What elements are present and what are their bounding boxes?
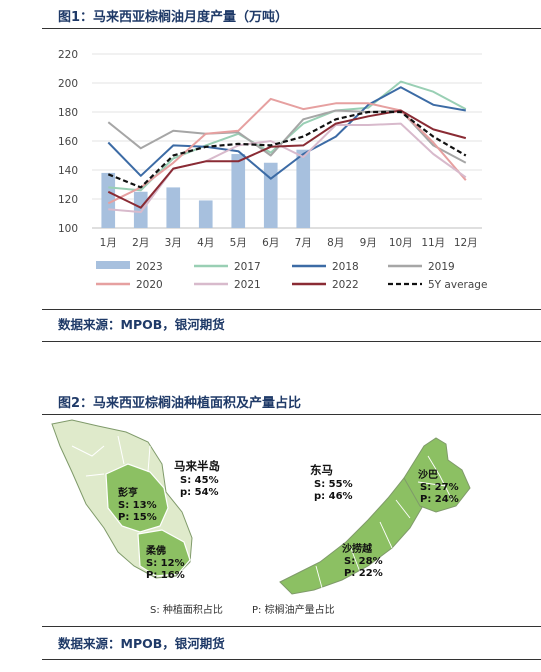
sarawak-division-lines bbox=[315, 499, 411, 589]
legend-label: 2017 bbox=[234, 261, 261, 273]
figure1-source-rule bbox=[42, 309, 541, 310]
figure2-source-rule bbox=[42, 626, 541, 627]
x-tick-label: 11月 bbox=[421, 237, 445, 249]
legend-label: 2018 bbox=[332, 261, 359, 273]
x-tick-label: 12月 bbox=[454, 237, 478, 249]
x-tick-label: 8月 bbox=[327, 237, 344, 249]
label-pahang: 彭亨 bbox=[118, 486, 138, 499]
label-sarawak-s: S: 28% bbox=[344, 556, 383, 567]
y-tick-label: 100 bbox=[58, 223, 78, 235]
bar-3月 bbox=[166, 187, 181, 228]
label-johor-s: S: 12% bbox=[146, 558, 185, 569]
bar-4月 bbox=[198, 200, 213, 228]
pahang-state-shape bbox=[105, 463, 169, 533]
series-line-2018 bbox=[107, 86, 466, 180]
y-tick-label: 140 bbox=[58, 165, 78, 177]
x-axis: 1月 2月 3月 4月 5月 6月 7月 8月 9月 10月 11月 12月 bbox=[100, 237, 478, 249]
legend-swatch-2023 bbox=[96, 261, 130, 269]
bar-series-2023 bbox=[101, 149, 311, 228]
label-peninsular-s: S: 45% bbox=[180, 475, 219, 486]
figure1-top-rule bbox=[42, 28, 541, 29]
figure2-title: 图2：马来西亚棕榈油种植面积及产量占比 bbox=[58, 396, 302, 411]
bar-7月 bbox=[296, 149, 311, 228]
bar-5月 bbox=[231, 154, 246, 228]
map-legend-s: S: 种植面积占比 bbox=[150, 603, 223, 616]
x-tick-label: 5月 bbox=[230, 237, 247, 249]
y-tick-label: 160 bbox=[58, 136, 78, 148]
figure1-source: 数据来源：MPOB，银河期货 bbox=[58, 317, 225, 332]
legend-label: 5Y average bbox=[428, 279, 487, 291]
x-tick-label: 2月 bbox=[132, 237, 149, 249]
label-east-s: S: 55% bbox=[314, 479, 353, 490]
sabah-state-shape bbox=[403, 437, 471, 513]
x-tick-label: 6月 bbox=[262, 237, 279, 249]
label-peninsular-p: p: 54% bbox=[180, 487, 219, 498]
x-tick-label: 10月 bbox=[389, 237, 413, 249]
bar-6月 bbox=[263, 162, 278, 228]
legend-label: 2020 bbox=[136, 279, 163, 291]
figure2-bottom-rule bbox=[42, 659, 541, 660]
x-tick-label: 4月 bbox=[197, 237, 214, 249]
figure2-top-rule bbox=[42, 414, 541, 415]
label-sabah-s: S: 27% bbox=[420, 482, 459, 493]
x-tick-label: 1月 bbox=[100, 237, 117, 249]
johor-state-shape bbox=[137, 529, 191, 577]
series-line-2022 bbox=[107, 109, 467, 209]
production-chart: 100 120 140 160 180 200 220 1月 2月 3月 4月 5月 6月 7月 8月 9月… bbox=[58, 49, 487, 291]
figure1-bottom-rule bbox=[42, 341, 541, 342]
label-east: 东马 bbox=[310, 463, 333, 477]
series-line-5Y-average bbox=[107, 110, 467, 189]
chart-legend: 2023 2017 2018 2019 2020 2021 2022 5Y average bbox=[96, 261, 487, 291]
y-axis: 100 120 140 160 180 200 220 bbox=[58, 49, 78, 235]
bar-2月 bbox=[133, 191, 148, 228]
label-pahang-s: S: 13% bbox=[118, 500, 157, 511]
map-legend-p: P: 棕榈油产量占比 bbox=[252, 603, 335, 616]
label-east-p: p: 46% bbox=[314, 491, 353, 502]
malaysia-map: 马来半岛 S: 45% p: 54% 东马 S: 55% p: 46% 彭亨 S… bbox=[51, 419, 471, 616]
label-sabah: 沙巴 bbox=[418, 469, 438, 481]
figure2-source: 数据来源：MPOB，银河期货 bbox=[58, 636, 225, 651]
y-tick-label: 120 bbox=[58, 194, 78, 206]
legend-label: 2023 bbox=[136, 261, 163, 273]
y-tick-label: 200 bbox=[58, 78, 78, 90]
x-tick-label: 3月 bbox=[165, 237, 182, 249]
series-line-2020 bbox=[107, 97, 467, 205]
x-tick-label: 9月 bbox=[360, 237, 377, 249]
label-sarawak: 沙捞越 bbox=[342, 542, 373, 555]
label-johor: 柔佛 bbox=[145, 544, 166, 557]
label-johor-p: P: 16% bbox=[146, 570, 185, 581]
peninsular-state-borders bbox=[71, 435, 151, 477]
y-tick-label: 220 bbox=[58, 49, 78, 61]
label-sarawak-p: P: 22% bbox=[344, 568, 383, 579]
label-peninsular: 马来半岛 bbox=[174, 459, 220, 473]
bar-1月 bbox=[101, 172, 116, 228]
legend-label: 2022 bbox=[332, 279, 359, 291]
legend-label: 2019 bbox=[428, 261, 455, 273]
x-tick-label: 7月 bbox=[295, 237, 312, 249]
sabah-division-lines bbox=[417, 455, 453, 501]
figure1-title: 图1：马来西亚棕榈油月度产量（万吨） bbox=[58, 10, 289, 25]
line-series bbox=[107, 80, 467, 214]
y-tick-label: 180 bbox=[58, 107, 78, 119]
legend-label: 2021 bbox=[234, 279, 261, 291]
label-sabah-p: P: 24% bbox=[420, 494, 459, 505]
label-pahang-p: P: 15% bbox=[118, 512, 157, 523]
